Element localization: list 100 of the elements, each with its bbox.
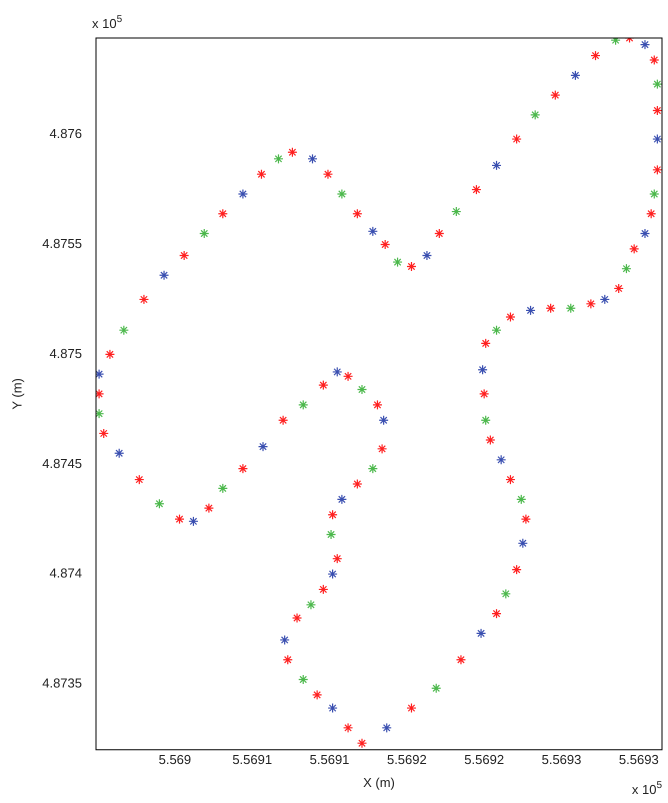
point	[406, 261, 417, 272]
point	[456, 654, 466, 665]
point	[491, 160, 502, 171]
point	[368, 226, 378, 236]
point	[646, 208, 656, 219]
point	[406, 702, 417, 714]
point	[525, 305, 536, 316]
point	[422, 250, 432, 261]
point	[500, 588, 511, 599]
point	[382, 722, 392, 733]
point	[273, 154, 284, 164]
point	[318, 584, 328, 595]
point	[114, 448, 124, 458]
point	[134, 474, 144, 485]
point	[238, 188, 248, 200]
point	[328, 568, 338, 580]
point	[179, 250, 190, 261]
point	[550, 90, 560, 100]
point	[491, 325, 502, 336]
x-tick-label: 5.5692	[464, 752, 504, 768]
point	[104, 349, 116, 360]
x-tick-label: 5.5693	[618, 752, 659, 768]
point	[218, 208, 228, 219]
y-tick-label: 4.875	[49, 346, 82, 361]
point	[199, 228, 210, 239]
point	[485, 434, 496, 446]
point	[378, 415, 389, 426]
point	[188, 516, 199, 526]
point	[640, 228, 650, 239]
x-tick-label: 5.5691	[232, 752, 272, 768]
point	[392, 256, 403, 268]
point	[98, 428, 109, 439]
point	[652, 164, 662, 175]
y-tick-label: 4.876	[49, 126, 82, 142]
point	[118, 325, 129, 336]
point	[336, 188, 347, 200]
point	[491, 608, 502, 619]
point	[478, 364, 488, 375]
point	[372, 400, 383, 410]
point	[278, 415, 288, 426]
point	[629, 244, 640, 254]
point	[512, 564, 522, 575]
point	[505, 474, 516, 485]
point	[322, 169, 334, 180]
point	[431, 683, 442, 694]
point	[356, 384, 368, 395]
point	[640, 39, 650, 50]
point	[518, 538, 528, 548]
x-tick-label: 5.5691	[310, 752, 350, 768]
point	[158, 270, 170, 280]
point	[258, 442, 268, 452]
point	[328, 702, 338, 714]
x-tick-label: 5.569	[158, 752, 192, 768]
point	[649, 54, 660, 66]
point	[204, 503, 214, 514]
point	[356, 738, 368, 748]
point	[287, 147, 298, 158]
point	[590, 50, 601, 61]
point	[306, 600, 316, 610]
point	[505, 312, 516, 322]
point	[380, 239, 390, 250]
point	[280, 634, 290, 646]
point	[352, 478, 362, 490]
point	[352, 208, 362, 219]
point	[476, 628, 486, 638]
point	[652, 105, 662, 116]
point	[649, 188, 660, 200]
point	[434, 228, 444, 239]
y-axis-title: Y (m)	[9, 378, 24, 410]
point	[652, 79, 662, 90]
x-axis-title: X (m)	[363, 774, 395, 790]
point	[342, 371, 354, 382]
point	[621, 264, 632, 274]
y-tick-label: 4.874	[49, 566, 82, 581]
point	[480, 338, 491, 348]
x-tick-label: 5.5693	[542, 752, 582, 768]
point	[307, 154, 318, 164]
point	[218, 483, 228, 494]
point	[516, 494, 526, 504]
point	[566, 303, 576, 314]
point	[318, 380, 328, 390]
point	[298, 400, 308, 410]
point	[600, 294, 610, 305]
point	[298, 674, 308, 685]
x-tick-label: 5.5692	[386, 752, 427, 768]
point	[332, 366, 342, 378]
point	[138, 294, 150, 305]
point	[586, 298, 596, 309]
point	[480, 415, 491, 426]
point	[368, 463, 378, 474]
y-tick-label: 4.8755	[42, 236, 82, 252]
point	[530, 110, 540, 120]
point	[312, 690, 322, 700]
point	[570, 70, 580, 80]
point	[174, 514, 185, 524]
point	[520, 514, 532, 524]
point	[154, 498, 165, 509]
point	[451, 206, 462, 217]
point	[332, 554, 342, 564]
point	[256, 169, 267, 180]
